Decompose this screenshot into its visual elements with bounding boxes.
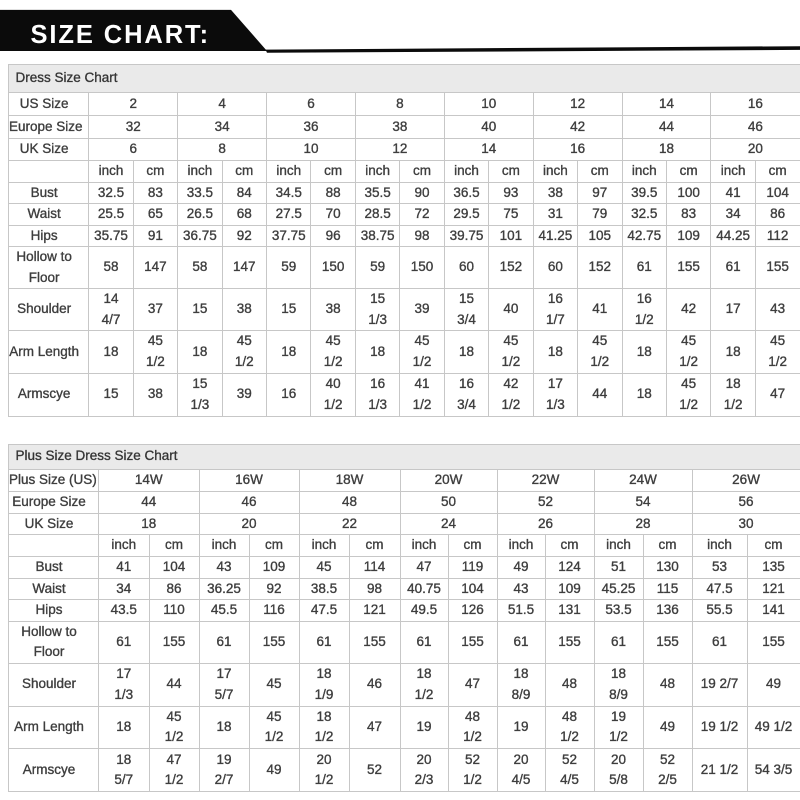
svg-text:SIZE CHART:: SIZE CHART:	[31, 21, 211, 49]
